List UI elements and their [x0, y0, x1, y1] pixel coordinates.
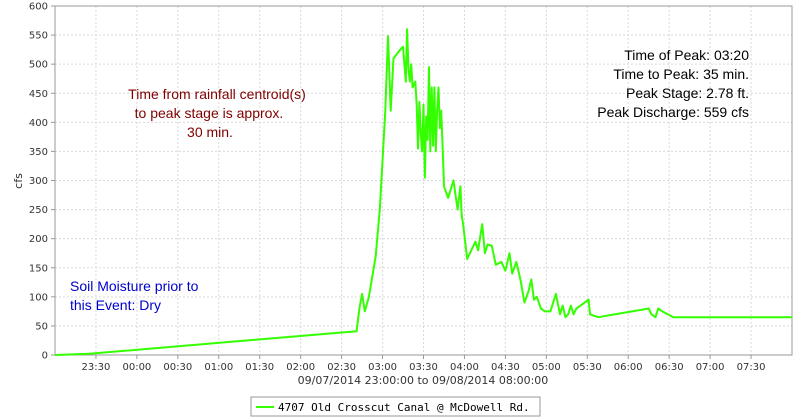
series-line-discharge [54, 28, 792, 356]
peak-stage-label: Peak Stage: 2.78 ft. [626, 85, 749, 101]
y-tick-label: 550 [29, 31, 48, 42]
x-tick-label: 05:00 [532, 362, 561, 373]
x-tick-label: 03:30 [409, 362, 438, 373]
x-tick-label: 00:00 [122, 362, 151, 373]
plot-border [54, 5, 793, 356]
y-tick-label: 400 [29, 118, 48, 129]
y-tick-label: 250 [29, 205, 48, 216]
legend-label: 4707 Old Crosscut Canal @ McDowell Rd. [278, 401, 530, 414]
x-tick-label: 06:30 [655, 362, 684, 373]
soil-moisture-line1: Soil Moisture prior to [70, 278, 199, 294]
peak-annotation: Time of Peak: 03:20 Time to Peak: 35 min… [597, 47, 749, 120]
x-tick-label: 04:30 [491, 362, 520, 373]
rainfall-annotation-line2: to peak stage is approx. [135, 105, 284, 121]
y-tick-label: 500 [29, 60, 48, 71]
y-axis-title: cfs [12, 173, 25, 189]
legend: 4707 Old Crosscut Canal @ McDowell Rd. [250, 396, 541, 417]
y-tick-label: 300 [29, 176, 48, 187]
legend-box [250, 396, 541, 417]
soil-moisture-line2: this Event: Dry [70, 297, 161, 313]
y-axis-ticks: 0 50 100 150 200 250 300 350 400 450 500 550 600 [29, 2, 55, 362]
x-tick-label: 00:30 [163, 362, 192, 373]
y-tick-label: 50 [35, 321, 48, 332]
x-tick-label: 07:00 [696, 362, 725, 373]
time-to-peak-label: Time to Peak: 35 min. [613, 66, 749, 82]
x-tick-label: 23:30 [82, 362, 111, 373]
y-tick-label: 600 [29, 2, 48, 13]
x-axis-title: 09/07/2014 23:00:00 to 09/08/2014 08:00:… [298, 374, 549, 387]
x-tick-label: 01:30 [245, 362, 274, 373]
rainfall-annotation-line1: Time from rainfall centroid(s) [128, 86, 306, 102]
x-tick-label: 02:00 [286, 362, 315, 373]
peak-time-label: Time of Peak: 03:20 [624, 47, 749, 63]
x-tick-label: 02:30 [327, 362, 356, 373]
series-layer [54, 28, 792, 356]
soil-moisture-annotation: Soil Moisture prior to this Event: Dry [70, 278, 199, 313]
x-tick-label: 07:30 [737, 362, 766, 373]
y-tick-label: 0 [42, 351, 48, 362]
y-tick-label: 200 [29, 234, 48, 245]
x-tick-label: 05:30 [573, 362, 602, 373]
x-tick-label: 06:00 [614, 362, 643, 373]
rainfall-annotation: Time from rainfall centroid(s) to peak s… [128, 86, 306, 140]
y-tick-label: 100 [29, 292, 48, 303]
x-axis-ticks: 23:30 00:00 00:30 01:00 01:30 02:00 02:30 03:00… [82, 355, 766, 373]
x-tick-label: 03:00 [368, 362, 397, 373]
y-tick-label: 350 [29, 147, 48, 158]
x-tick-label: 01:00 [204, 362, 233, 373]
x-tick-label: 04:00 [450, 362, 479, 373]
rainfall-annotation-line3: 30 min. [187, 124, 233, 140]
peak-discharge-label: Peak Discharge: 559 cfs [597, 104, 749, 120]
y-tick-label: 150 [29, 263, 48, 274]
y-tick-label: 450 [29, 89, 48, 100]
